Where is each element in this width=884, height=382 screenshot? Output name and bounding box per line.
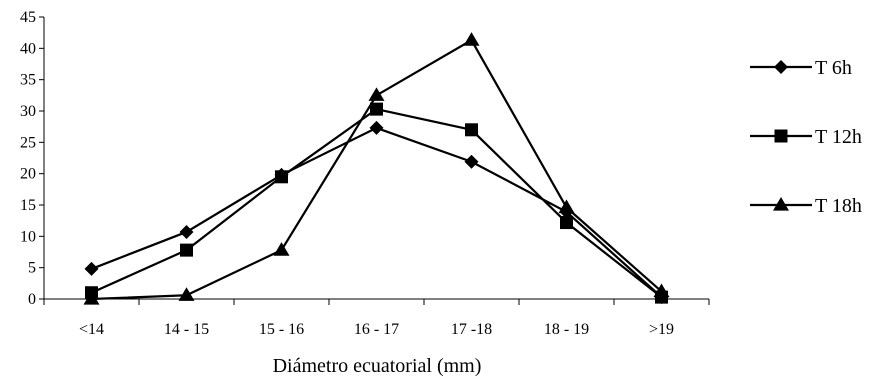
x-tick-labels: <14 14 - 15 15 - 16 16 - 17 17 -18 18 - 19 >19: [79, 321, 674, 338]
series-lines: [91, 38, 663, 301]
x-tick-label: 15 - 16: [259, 321, 304, 338]
y-tick-label: 0: [28, 291, 36, 308]
y-tick-label: 20: [20, 166, 36, 183]
y-tick-label: 5: [28, 260, 36, 277]
chart-axes: [39, 16, 710, 305]
legend-marker-2: [774, 129, 788, 143]
data-point-3: [653, 283, 670, 298]
series-line-3: [91, 38, 663, 301]
y-tick-label: 40: [20, 40, 36, 57]
series-line-1: [91, 126, 663, 298]
x-axis-title: Diámetro ecuatorial (mm): [273, 355, 482, 377]
y-tick-label: 30: [20, 103, 36, 120]
legend-marker-3: [773, 197, 789, 211]
data-point-1: [179, 224, 194, 239]
y-tick-label: 10: [20, 228, 36, 245]
x-tick-label: 18 - 19: [544, 321, 589, 338]
series-markers: [83, 32, 670, 305]
data-point-2: [275, 170, 288, 184]
y-tick-labels: 0 5 10 15 20 25 30 35 40 45: [20, 9, 36, 308]
data-point-3: [558, 199, 575, 214]
legend-label-3: T 18h: [815, 195, 862, 217]
x-tick-label: 17 -18: [451, 321, 492, 338]
y-tick-label: 25: [20, 134, 36, 151]
data-point-2: [180, 243, 193, 257]
y-tick-label: 45: [20, 9, 36, 26]
data-point-3: [463, 32, 480, 46]
data-point-2: [465, 123, 478, 137]
series-line-2: [91, 107, 663, 298]
legend-label-1: T 6h: [815, 57, 852, 79]
data-point-3: [368, 87, 385, 101]
y-tick-label: 35: [20, 72, 36, 89]
legend: T 6h T 12h T 18h: [750, 57, 862, 217]
x-tick-label: 16 - 17: [354, 321, 399, 338]
legend-marker-1: [774, 60, 788, 74]
y-tick-label: 15: [20, 197, 36, 214]
data-point-1: [84, 261, 99, 276]
x-tick-label: >19: [649, 321, 674, 338]
x-tick-label: <14: [79, 321, 104, 338]
legend-label-2: T 12h: [815, 126, 862, 148]
data-point-3: [178, 287, 195, 301]
data-point-3: [273, 242, 290, 256]
data-point-3: [83, 291, 100, 305]
data-point-1: [464, 154, 479, 169]
x-tick-label: 14 - 15: [164, 321, 209, 338]
data-point-2: [560, 216, 573, 230]
data-point-1: [369, 120, 384, 135]
data-point-2: [370, 102, 383, 116]
